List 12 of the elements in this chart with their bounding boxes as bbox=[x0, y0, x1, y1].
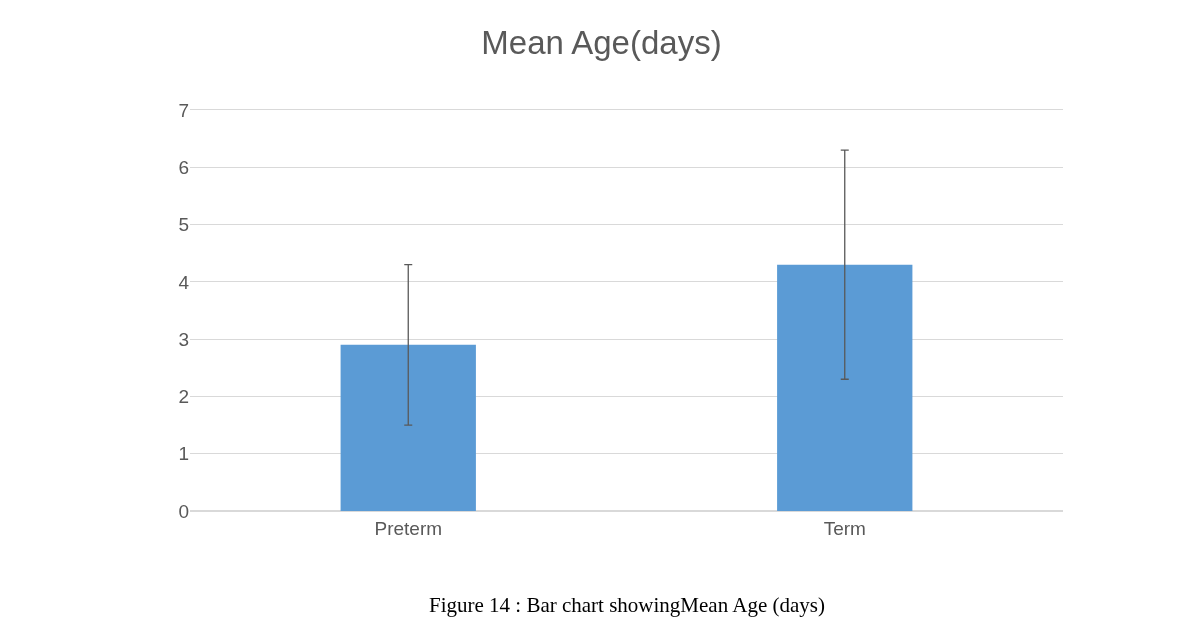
y-tick-label: 4 bbox=[178, 271, 190, 293]
y-tick-label: 3 bbox=[178, 328, 189, 350]
caption: Figure 14 : Bar chart showingMean Age (days) bbox=[429, 593, 825, 617]
y-tick-label: 7 bbox=[178, 99, 189, 121]
y-tick-label: 6 bbox=[178, 156, 189, 178]
y-tick-label: 2 bbox=[178, 386, 189, 408]
x-tick-label: Preterm bbox=[374, 517, 443, 539]
x-tick-label: Term bbox=[823, 517, 866, 539]
chart-title: Mean Age(days) bbox=[481, 24, 722, 62]
y-tick-label: 0 bbox=[178, 500, 189, 522]
y-tick-label: 1 bbox=[178, 443, 189, 465]
y-tick-label: 5 bbox=[178, 214, 189, 236]
